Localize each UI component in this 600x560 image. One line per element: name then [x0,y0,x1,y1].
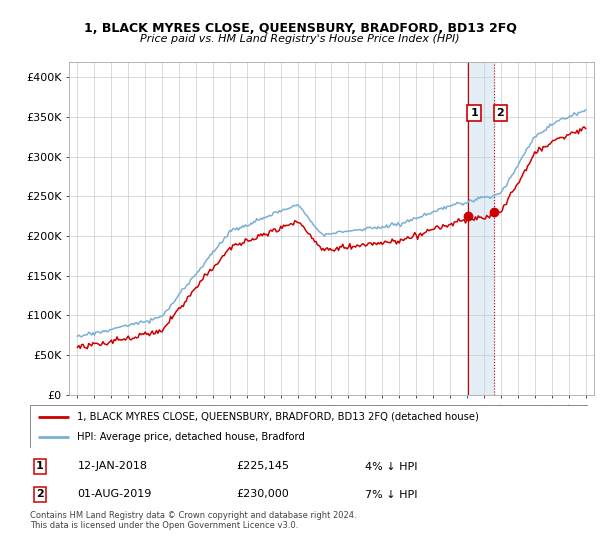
Text: 7% ↓ HPI: 7% ↓ HPI [365,489,418,500]
Text: 2: 2 [496,108,504,118]
Bar [467,62,494,395]
Text: HPI: Average price, detached house, Bradford: HPI: Average price, detached house, Brad… [77,432,305,441]
Text: £230,000: £230,000 [236,489,289,500]
Text: 1: 1 [36,461,44,472]
Text: 12-JAN-2018: 12-JAN-2018 [77,461,148,472]
Text: 01-AUG-2019: 01-AUG-2019 [77,489,152,500]
Text: Contains HM Land Registry data © Crown copyright and database right 2024.
This d: Contains HM Land Registry data © Crown c… [30,511,356,530]
Text: 1, BLACK MYRES CLOSE, QUEENSBURY, BRADFORD, BD13 2FQ: 1, BLACK MYRES CLOSE, QUEENSBURY, BRADFO… [83,22,517,35]
Text: Price paid vs. HM Land Registry's House Price Index (HPI): Price paid vs. HM Land Registry's House … [140,34,460,44]
Text: 2: 2 [36,489,44,500]
Text: 4% ↓ HPI: 4% ↓ HPI [365,461,418,472]
Text: 1: 1 [470,108,478,118]
Text: £225,145: £225,145 [236,461,289,472]
Text: 1, BLACK MYRES CLOSE, QUEENSBURY, BRADFORD, BD13 2FQ (detached house): 1, BLACK MYRES CLOSE, QUEENSBURY, BRADFO… [77,412,479,422]
